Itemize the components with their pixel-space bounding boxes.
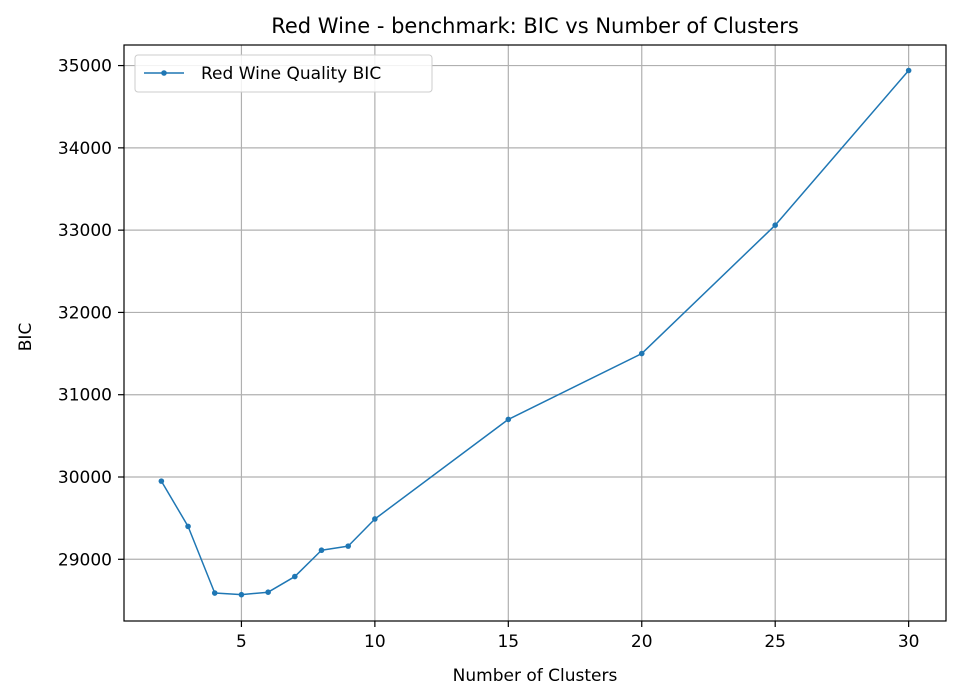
y-tick-label: 34000 (58, 139, 112, 159)
legend: Red Wine Quality BIC (134, 54, 433, 93)
data-point (185, 523, 191, 530)
y-tick-label: 31000 (58, 386, 112, 406)
data-point (772, 222, 778, 229)
x-tick-label: 5 (236, 632, 247, 652)
data-point (318, 547, 325, 554)
y-tick-label: 35000 (58, 57, 112, 77)
grid-layer (124, 45, 946, 621)
data-point (372, 516, 378, 522)
y-tick-label: 33000 (58, 221, 112, 241)
x-tick-label: 30 (898, 632, 920, 652)
data-point (158, 478, 165, 484)
x-tick-label: 25 (764, 632, 786, 652)
data-point (265, 589, 271, 595)
x-tick-label: 20 (631, 632, 653, 652)
ticks-layer: 5 10 15 20 25 30 29000 30000 31000 32000 33000 3400… (58, 57, 920, 652)
x-tick-label: 15 (497, 632, 519, 652)
series-layer (158, 67, 912, 598)
data-point (292, 573, 298, 580)
data-point (238, 591, 245, 598)
x-axis-label: Number of Clusters (453, 666, 618, 686)
y-axis-label: BIC (16, 323, 36, 352)
plot-area-frame (123, 44, 947, 622)
y-tick-label: 32000 (58, 303, 112, 323)
chart-title: Red Wine - benchmark: BIC vs Number of C… (271, 14, 799, 38)
y-tick-label: 30000 (58, 468, 112, 488)
x-tick-label: 10 (364, 632, 386, 652)
data-point (638, 350, 645, 357)
y-tick-label: 29000 (58, 550, 112, 570)
legend-box (134, 54, 433, 93)
data-point (905, 67, 912, 74)
legend-label: Red Wine Quality BIC (201, 64, 381, 84)
data-point (211, 590, 218, 596)
data-point (345, 543, 351, 549)
data-point (505, 416, 512, 423)
series-line (160, 70, 910, 596)
legend-marker-swatch (161, 70, 167, 76)
